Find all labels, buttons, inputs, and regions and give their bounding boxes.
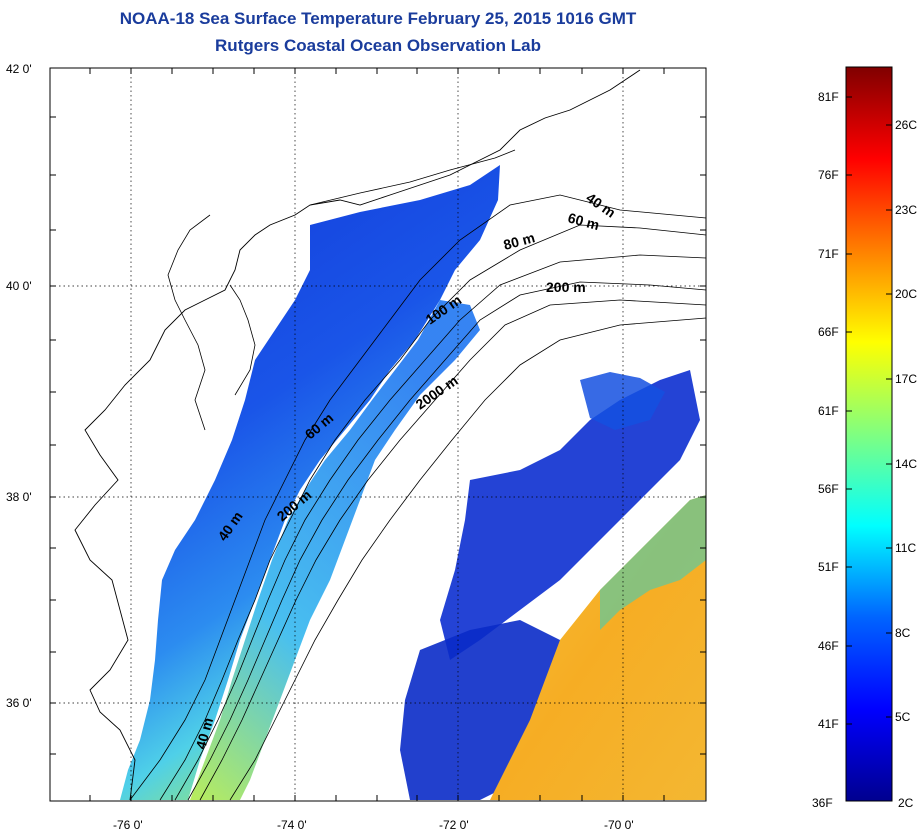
isobath-label-40m-south: 40 m <box>192 716 216 751</box>
cb-c-5: 5C <box>895 710 911 724</box>
isobath-40m <box>129 194 707 801</box>
cb-f-66: 66F <box>818 325 839 339</box>
coastline <box>74 69 641 801</box>
lat-label-42: 42 0' <box>6 62 32 76</box>
map-subtitle: Rutgers Coastal Ocean Observation Lab <box>215 36 541 55</box>
cb-f-56: 56F <box>818 482 839 496</box>
isobath-label-80m: 80 m <box>502 229 537 253</box>
map-frame <box>49 67 707 802</box>
cb-f-51: 51F <box>818 560 839 574</box>
cb-c-20: 20C <box>895 287 918 301</box>
cb-c-11: 11C <box>895 541 917 555</box>
longisland-outline <box>309 149 516 206</box>
cb-f-36: 36F <box>812 796 833 810</box>
isobath-200m <box>199 299 707 801</box>
delaware-outline <box>229 284 256 396</box>
cb-c-14: 14C <box>895 457 918 471</box>
lon-label-76: -76 0' <box>113 818 143 832</box>
shelf-water <box>120 165 500 800</box>
chesapeake-outline <box>167 214 211 431</box>
cb-f-81: 81F <box>818 90 839 104</box>
lon-label-74: -74 0' <box>277 818 307 832</box>
cb-f-46: 46F <box>818 639 839 653</box>
isobath-2000m <box>229 317 707 801</box>
lat-label-38: 38 0' <box>6 490 32 504</box>
isobath-100m <box>187 281 707 801</box>
isobath-60m <box>159 224 707 801</box>
colorbar <box>845 66 893 802</box>
isobath-label-200m-north: 200 m <box>546 279 586 295</box>
gulf-stream-edge <box>600 495 706 630</box>
cb-f-71: 71F <box>818 247 839 261</box>
isobath-80m <box>174 254 707 801</box>
cb-c-17: 17C <box>895 372 918 386</box>
cb-f-76: 76F <box>818 168 839 182</box>
lon-label-70: -70 0' <box>604 818 634 832</box>
cb-c-23: 23C <box>895 203 918 217</box>
offshore-patch-1 <box>440 370 700 660</box>
lat-label-36: 36 0' <box>6 696 32 710</box>
offshore-patch-3 <box>580 372 665 430</box>
cb-c-8: 8C <box>895 626 911 640</box>
cb-f-41: 41F <box>818 717 839 731</box>
cb-c-26: 26C <box>895 118 918 132</box>
isobath-label-60m-north: 60 m <box>566 209 601 233</box>
map-title: NOAA-18 Sea Surface Temperature February… <box>119 9 637 28</box>
cb-f-61: 61F <box>818 404 839 418</box>
cb-c-2: 2C <box>898 796 914 810</box>
lat-label-40: 40 0' <box>6 279 32 293</box>
lon-label-72: -72 0' <box>439 818 469 832</box>
